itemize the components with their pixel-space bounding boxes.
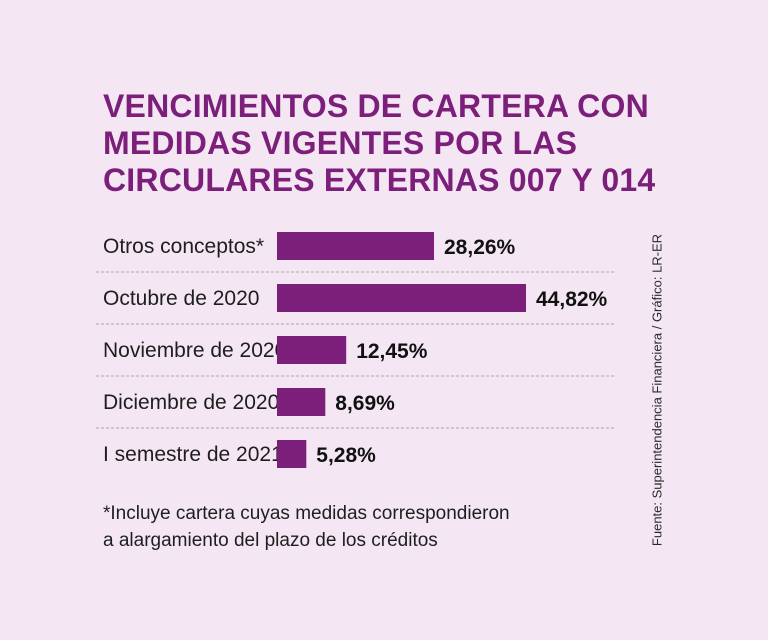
bar bbox=[277, 232, 434, 260]
category-label: Otros conceptos* bbox=[103, 235, 264, 258]
category-label: Octubre de 2020 bbox=[103, 287, 259, 310]
chart-title-line: VENCIMIENTOS DE CARTERA CON bbox=[103, 88, 649, 124]
footnote-line: a alargamiento del plazo de los créditos bbox=[103, 530, 438, 551]
value-label: 44,82% bbox=[536, 288, 608, 311]
category-label: Diciembre de 2020 bbox=[103, 391, 279, 414]
bar bbox=[277, 336, 347, 364]
value-label: 28,26% bbox=[444, 236, 516, 259]
value-label: 12,45% bbox=[356, 340, 428, 363]
chart-title-line: MEDIDAS VIGENTES POR LAS bbox=[103, 125, 578, 161]
bar bbox=[277, 388, 326, 416]
category-label: Noviembre de 2020 bbox=[103, 339, 286, 362]
footnote: *Incluye cartera cuyas medidas correspon… bbox=[103, 500, 623, 554]
footnote-line: *Incluye cartera cuyas medidas correspon… bbox=[103, 503, 510, 524]
chart-title: VENCIMIENTOS DE CARTERA CON MEDIDAS VIGE… bbox=[103, 88, 663, 199]
source-credit: Fuente: Superintendencia Financiera / Gr… bbox=[649, 233, 665, 547]
category-label: I semestre de 2021 bbox=[103, 443, 283, 466]
value-label: 8,69% bbox=[335, 392, 395, 415]
source-container: Fuente: Superintendencia Financiera / Gr… bbox=[645, 225, 669, 555]
bar bbox=[277, 284, 526, 312]
value-label: 5,28% bbox=[316, 444, 376, 467]
bar bbox=[277, 440, 307, 468]
chart-title-line: CIRCULARES EXTERNAS 007 Y 014 bbox=[103, 162, 656, 198]
